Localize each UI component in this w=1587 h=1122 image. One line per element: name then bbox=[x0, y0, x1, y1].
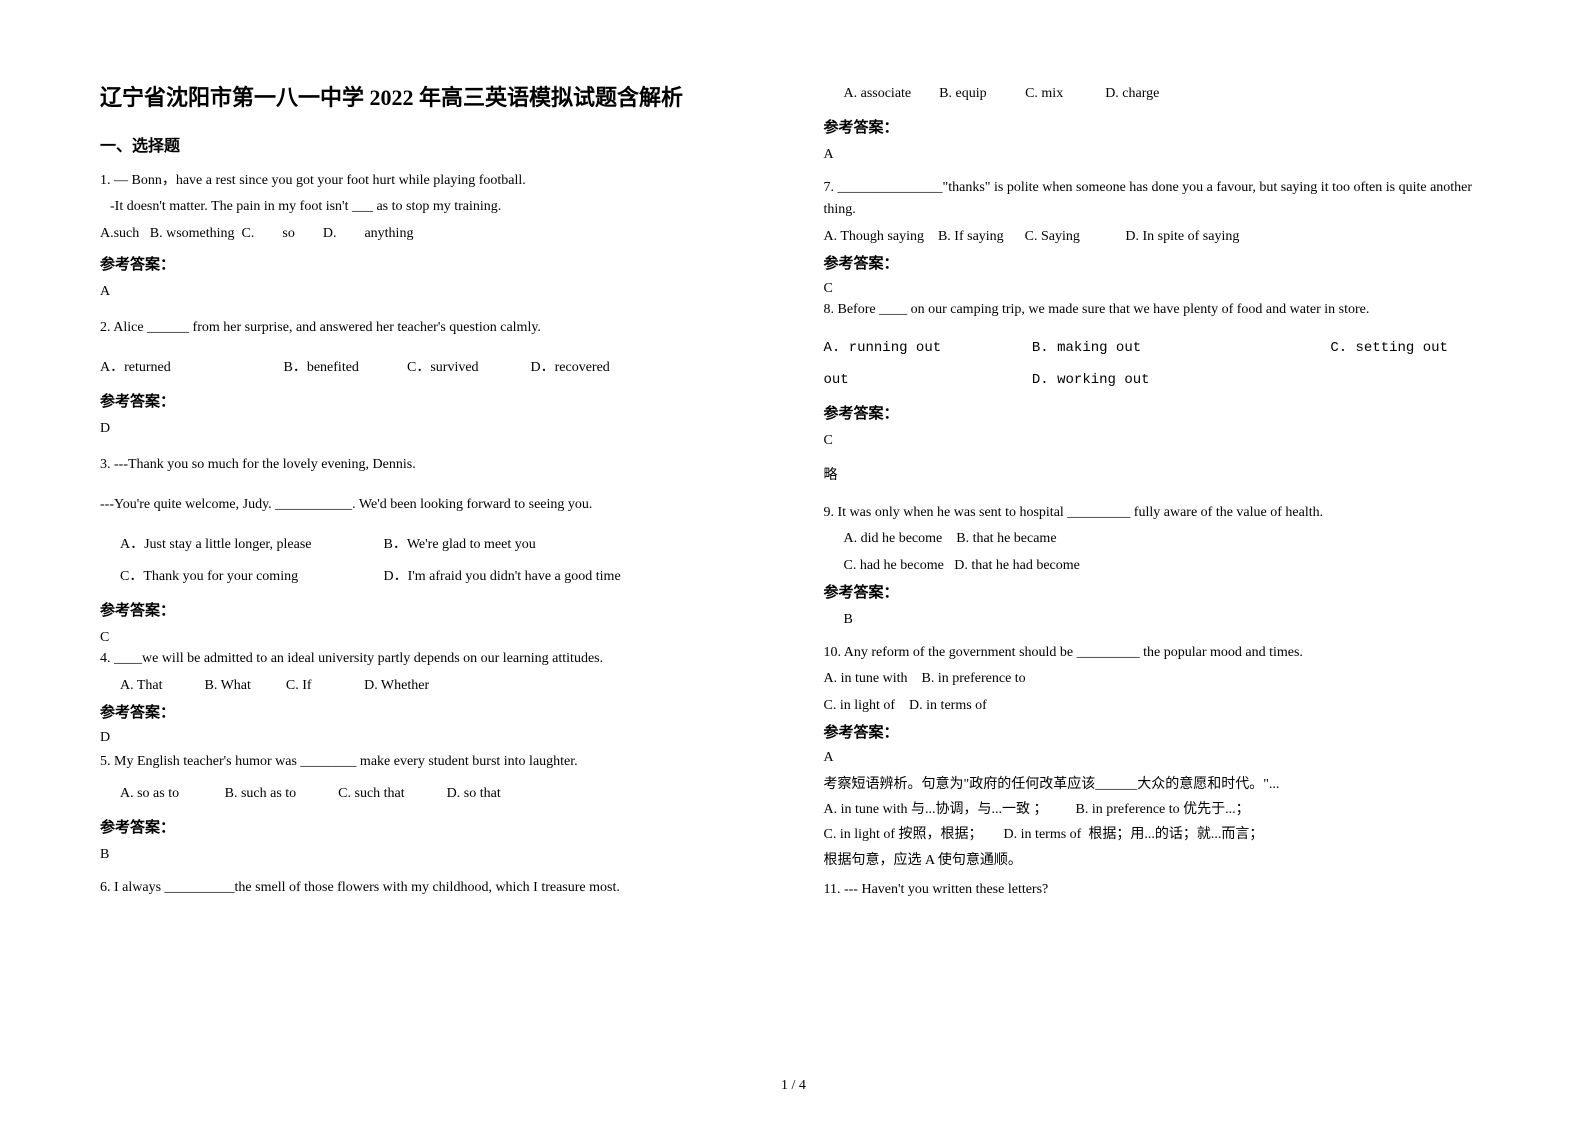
q9-optsA: A. did he become B. that he became bbox=[824, 528, 1488, 550]
q9-line1: 9. It was only when he was sent to hospi… bbox=[824, 502, 1488, 524]
q10-optsA: A. in tune with B. in preference to bbox=[824, 668, 1488, 690]
q8-optB: B. making out bbox=[1032, 334, 1322, 362]
q1-line1: 1. — Bonn，have a rest since you got your… bbox=[100, 170, 764, 192]
q5-options: A. so as to B. such as to C. such that D… bbox=[100, 780, 764, 808]
q2-options: A．returned B．benefited C．survived D．reco… bbox=[100, 354, 764, 382]
q7-line1: 7. _______________"thanks" is polite whe… bbox=[824, 177, 1488, 222]
q8-optD: D. working out bbox=[1032, 366, 1150, 394]
q10-line1: 10. Any reform of the government should … bbox=[824, 642, 1488, 664]
q8-optC: C. setting out bbox=[1330, 334, 1448, 362]
q3-row2: C．Thank you for your coming D．I'm afraid… bbox=[100, 563, 764, 591]
q8-answer: C bbox=[824, 433, 1488, 449]
q10-answer: A bbox=[824, 750, 1488, 766]
q6-answer: A bbox=[824, 147, 1488, 163]
q2-answer: D bbox=[100, 421, 764, 437]
q6-line1: 6. I always __________the smell of those… bbox=[100, 877, 764, 899]
q5-answer: B bbox=[100, 847, 764, 863]
q11-line1: 11. --- Haven't you written these letter… bbox=[824, 879, 1488, 901]
q2-optD: D．recovered bbox=[531, 354, 610, 382]
answer-label: 参考答案： bbox=[100, 599, 764, 620]
answer-label: 参考答案： bbox=[100, 253, 764, 274]
q7-answer: C bbox=[824, 281, 1488, 297]
q5-line1: 5. My English teacher's humor was ______… bbox=[100, 748, 764, 776]
q4-options: A. That B. What C. If D. Whether bbox=[100, 675, 764, 697]
q3-optC: C．Thank you for your coming bbox=[120, 563, 380, 591]
answer-label: 参考答案： bbox=[824, 581, 1488, 602]
q10-exp2: A. in tune with 与...协调，与...一致 ； B. in pr… bbox=[824, 797, 1488, 822]
q3-optD: D．I'm afraid you didn't have a good time bbox=[384, 563, 621, 591]
q4-answer: D bbox=[100, 730, 764, 746]
q1-line2: -It doesn't matter. The pain in my foot … bbox=[100, 196, 764, 218]
q6-options: A. associate B. equip C. mix D. charge bbox=[824, 80, 1488, 108]
q3-line1: 3. ---Thank you so much for the lovely e… bbox=[100, 451, 764, 479]
q3-optA: A．Just stay a little longer, please bbox=[120, 531, 380, 559]
q8-out: out bbox=[824, 366, 1024, 394]
answer-label: 参考答案： bbox=[824, 116, 1488, 137]
q2-line1: 2. Alice ______ from her surprise, and a… bbox=[100, 314, 764, 342]
q9-answer: B bbox=[824, 612, 1488, 628]
q4-line1: 4. ____we will be admitted to an ideal u… bbox=[100, 648, 764, 670]
q3-row1: A．Just stay a little longer, please B．We… bbox=[100, 531, 764, 559]
answer-label: 参考答案： bbox=[824, 402, 1488, 423]
page-title: 辽宁省沈阳市第一八一中学 2022 年高三英语模拟试题含解析 bbox=[100, 80, 764, 112]
section-header: 一、选择题 bbox=[100, 132, 764, 156]
q1-answer: A bbox=[100, 284, 764, 300]
q10-exp1: 考察短语辨析。句意为"政府的任何改革应该______大众的意愿和时代。"... bbox=[824, 772, 1488, 797]
answer-label: 参考答案： bbox=[824, 252, 1488, 273]
q3-line2: ---You're quite welcome, Judy. _________… bbox=[100, 491, 764, 519]
answer-label: 参考答案： bbox=[824, 721, 1488, 742]
q8-line1: 8. Before ____ on our camping trip, we m… bbox=[824, 299, 1488, 321]
q10-optsB: C. in light of D. in terms of bbox=[824, 695, 1488, 717]
answer-label: 参考答案： bbox=[100, 816, 764, 837]
q1-options: A.such B. wsomething C. so D. anything bbox=[100, 223, 764, 245]
q8-row2: out D. working out bbox=[824, 366, 1488, 394]
q8-row1: A. running out B. making out C. setting … bbox=[824, 334, 1488, 362]
q2-optC: C．survived bbox=[407, 354, 527, 382]
q2-optB: B．benefited bbox=[284, 354, 404, 382]
q8-explain: 略 bbox=[824, 463, 1488, 488]
q2-optA: A．returned bbox=[100, 354, 280, 382]
q3-optB: B．We're glad to meet you bbox=[384, 531, 536, 559]
q10-exp4: 根据句意，应选 A 使句意通顺。 bbox=[824, 848, 1488, 873]
answer-label: 参考答案： bbox=[100, 390, 764, 411]
q3-answer: C bbox=[100, 630, 764, 646]
q7-options: A. Though saying B. If saying C. Saying … bbox=[824, 226, 1488, 248]
q9-optsB: C. had he become D. that he had become bbox=[824, 555, 1488, 577]
answer-label: 参考答案： bbox=[100, 701, 764, 722]
q10-exp3: C. in light of 按照，根据； D. in terms of 根据；… bbox=[824, 822, 1488, 847]
page-number: 1 / 4 bbox=[0, 1078, 1587, 1094]
q8-optA: A. running out bbox=[824, 334, 1024, 362]
